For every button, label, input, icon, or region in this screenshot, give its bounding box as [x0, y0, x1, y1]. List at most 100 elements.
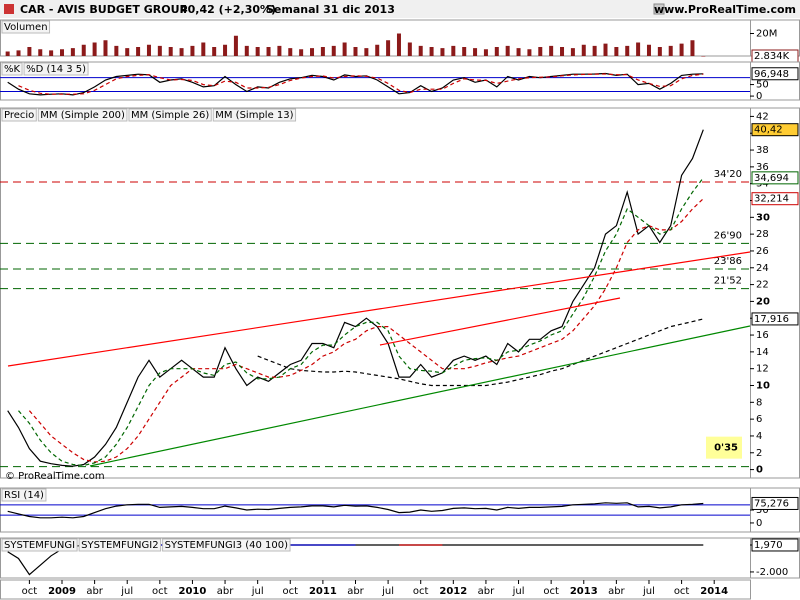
volume-bar [483, 49, 488, 56]
level-label: 34'20 [714, 169, 742, 180]
x-tick-label: abr [217, 586, 234, 597]
last-value-box [751, 67, 799, 81]
x-tick-label: oct [413, 586, 429, 597]
level-label: 21'52 [714, 276, 742, 287]
x-axis: oct 2009 abr jul oct 2010 abr jul oct 2011 abr jul o… [0, 579, 751, 600]
volume-bar [560, 47, 565, 56]
series-line [257, 318, 704, 387]
y-tick-label: 20M [756, 29, 777, 40]
volume-bar [299, 49, 304, 56]
legend-label: MM (Simple 13) [215, 110, 293, 121]
volume-bar [114, 45, 119, 56]
x-tick-label: oct [282, 586, 298, 597]
series-line [7, 502, 704, 519]
last-value-label: 32,214 [754, 194, 789, 205]
y-tick-label: 50 [756, 80, 769, 91]
series-line [7, 129, 704, 467]
y-tick-label: 8 [756, 397, 762, 408]
volume-bar [103, 40, 108, 56]
legend-label: SYSTEMFUNGI2 [81, 540, 158, 551]
volume-bar [549, 45, 554, 56]
icon[interactable] [4, 4, 14, 14]
legend-box [23, 62, 89, 76]
y-tick-label: 0 [756, 91, 762, 102]
legend-label: %D (14 3 5) [26, 64, 86, 75]
x-tick-label: oct [543, 586, 559, 597]
last-value-box [751, 192, 799, 206]
volume-bar [473, 48, 478, 56]
volume-bar [331, 45, 336, 56]
volume-bar [614, 47, 619, 56]
volume-bar [223, 44, 228, 56]
volume-bar [70, 48, 75, 56]
legend-label: Precio [4, 110, 34, 121]
period: Semanal 31 dic 2013 [266, 3, 395, 16]
volume-bar [255, 47, 260, 56]
y-tick-label: -2.000 [756, 567, 788, 578]
legend-label: MM (Simple 200) [40, 110, 125, 121]
trendline [89, 325, 751, 467]
x-tick-label: 2012 [439, 586, 467, 597]
trendlines [7, 251, 751, 467]
last-value-label: 40,42 [754, 125, 783, 136]
legend-box [1, 20, 51, 34]
legend-label: SYSTEMFUNGI [4, 540, 75, 551]
volume-bar [440, 48, 445, 56]
legend-label: RSI (14) [4, 490, 44, 501]
series-line [7, 72, 704, 96]
y-tick-label: 26 [756, 246, 769, 257]
volume-bar [505, 45, 510, 56]
legend-label: Volumen [4, 22, 48, 33]
volume-bar [690, 40, 695, 56]
y-tick-label: 10 [756, 381, 770, 392]
y-tick-label: 50 [756, 505, 769, 516]
header-bar [0, 0, 800, 18]
volume-bar [49, 50, 54, 56]
trendline [7, 251, 751, 367]
volume-bar [81, 44, 86, 56]
last-value-label: 75,276 [754, 498, 789, 509]
x-tick-label: oct [674, 586, 690, 597]
volume-bar [146, 44, 151, 56]
volume-bar [396, 33, 401, 56]
level-label: 23'86 [714, 256, 742, 267]
volume-bar [38, 49, 43, 56]
volume-bar [353, 47, 358, 56]
legend-label: SYSTEMFUNGI3 (40 100) [165, 540, 289, 551]
level-label: 0'35 [714, 443, 738, 454]
last-value-label: 1,970 [754, 540, 783, 551]
legend-box [37, 108, 128, 122]
volume-bar [516, 48, 521, 56]
legend-box [162, 538, 291, 552]
last-value-box [751, 496, 799, 510]
x-tick-label: jul [381, 586, 394, 597]
volume-bar [310, 48, 315, 56]
volume-bar [538, 47, 543, 56]
volume-bar [592, 45, 597, 56]
icon[interactable] [653, 3, 665, 15]
volume-bar [168, 47, 173, 56]
copyright: © ProRealTime.com [5, 471, 105, 482]
y-tick-label: 20 [756, 296, 770, 307]
x-tick-label: 2014 [700, 586, 728, 597]
x-tick-label: jul [251, 586, 264, 597]
volume-bar [701, 55, 706, 57]
last-value-label: 96,948 [754, 69, 789, 80]
y-tick-label: 36 [756, 162, 769, 173]
last-value-label: 17,916 [754, 314, 789, 325]
legend-box [128, 108, 212, 122]
volume-bar [16, 50, 21, 56]
volume-bar [462, 47, 467, 56]
volume-bar [125, 48, 130, 56]
x-tick-label: 2013 [570, 586, 598, 597]
legend-box [1, 488, 47, 502]
volume-bar [212, 47, 217, 56]
series-line [18, 73, 704, 95]
level-box [706, 436, 742, 459]
volume-bar [570, 48, 575, 56]
volume-bar [407, 42, 412, 56]
volume-bar [364, 48, 369, 56]
trendline [379, 297, 621, 346]
legend-label: MM (Simple 26) [131, 110, 209, 121]
